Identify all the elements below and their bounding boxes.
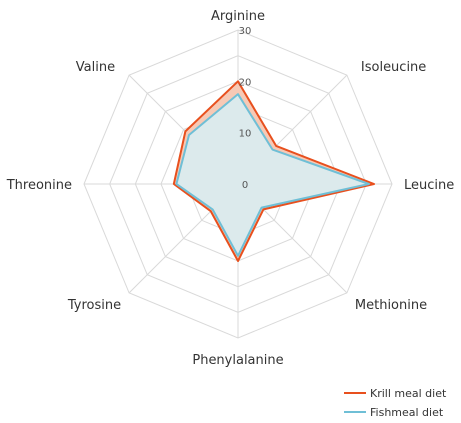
tick-label: 10	[239, 129, 252, 140]
tick-label: 30	[239, 26, 252, 37]
axis-label-threonine: Threonine	[6, 178, 72, 193]
radial-ticks: 0 10 20 30	[239, 26, 252, 191]
axis-label-phenylalanine: Phenylalanine	[192, 353, 283, 368]
axis-label-isoleucine: Isoleucine	[361, 60, 426, 75]
legend: Krill meal diet Fishmeal diet	[344, 387, 447, 419]
tick-label: 0	[242, 180, 248, 191]
axis-labels: Arginine Isoleucine Leucine Methionine Pheny…	[6, 9, 455, 368]
axis-label-valine: Valine	[76, 60, 115, 75]
legend-entry: Fishmeal diet	[370, 406, 444, 419]
radar-series	[172, 80, 376, 262]
legend-entry: Krill meal diet	[370, 387, 447, 400]
tick-label: 20	[239, 77, 252, 88]
axis-label-tyrosine: Tyrosine	[67, 298, 121, 313]
axis-label-leucine: Leucine	[404, 178, 454, 193]
axis-label-methionine: Methionine	[355, 298, 427, 313]
axis-label-arginine: Arginine	[211, 9, 265, 24]
